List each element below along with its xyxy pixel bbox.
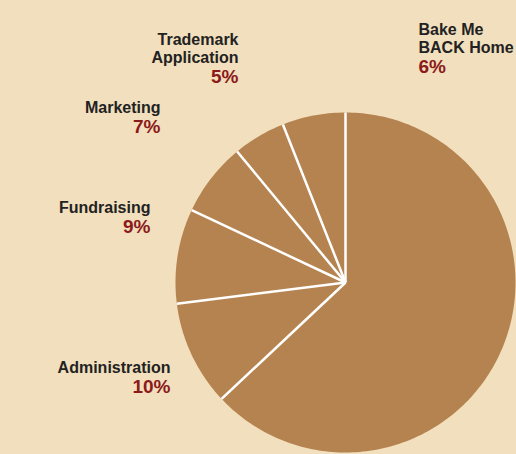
svg-text:Marketing: Marketing [85, 99, 161, 116]
svg-text:6%: 6% [419, 56, 447, 77]
svg-text:7%: 7% [133, 116, 161, 137]
svg-text:5%: 5% [211, 66, 239, 87]
svg-text:10%: 10% [132, 376, 170, 397]
svg-text:TrademarkApplication: TrademarkApplication [151, 31, 238, 66]
svg-text:Administration: Administration [58, 359, 171, 376]
svg-text:9%: 9% [123, 216, 151, 237]
svg-text:Fundraising: Fundraising [59, 199, 151, 216]
svg-text:Bake MeBACK Home: Bake MeBACK Home [419, 21, 514, 56]
